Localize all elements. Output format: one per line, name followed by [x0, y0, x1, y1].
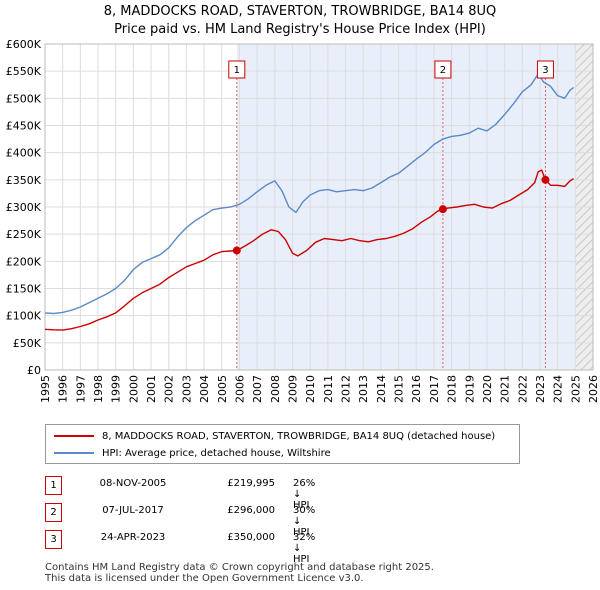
- hpi-line: [44, 73, 575, 315]
- x-tick-label: 2011: [322, 375, 335, 403]
- x-tick-label: 1999: [110, 375, 123, 403]
- sale-hpi-diff: 30% ↓ HPI: [293, 505, 316, 538]
- legend-swatch-hpi: [54, 452, 94, 454]
- x-tick-label: 2006: [233, 375, 246, 403]
- y-tick-label: £100K: [6, 310, 42, 323]
- x-tick-label: 2001: [145, 375, 158, 403]
- sale-label-number: 3: [542, 65, 548, 76]
- x-tick-label: 1996: [57, 375, 70, 403]
- legend-item-hpi: HPI: Average price, detached house, Wilt…: [54, 445, 331, 461]
- x-tick-label: 2026: [587, 375, 600, 403]
- sale-label-box: [434, 60, 452, 79]
- y-tick-label: £50K: [13, 337, 42, 350]
- legend-item-price: 8, MADDOCKS ROAD, STAVERTON, TROWBRIDGE,…: [54, 428, 495, 444]
- x-tick-label: 2005: [216, 375, 229, 403]
- x-tick-label: 2014: [375, 375, 388, 403]
- chart-area: £0 £50K £100K £150K £200K £250K £300K £350K £400…: [6, 38, 600, 403]
- sale-price: £219,995: [227, 478, 275, 489]
- footer-attribution: Contains HM Land Registry data © Crown c…: [45, 562, 434, 584]
- y-tick-label: £400K: [6, 147, 42, 160]
- x-tick-label: 1995: [39, 375, 52, 403]
- sale-date: 08-NOV-2005: [99, 478, 167, 489]
- price-paid-line: [44, 169, 574, 331]
- sale-number-badge: 2: [45, 503, 62, 522]
- sale-price: £296,000: [227, 505, 275, 516]
- x-tick-label: 2010: [304, 375, 317, 403]
- footer-line: This data is licensed under the Open Gov…: [45, 573, 364, 584]
- x-tick-label: 1997: [74, 375, 87, 403]
- sale-label-number: 1: [234, 65, 240, 76]
- sale-number-badge: 1: [45, 476, 62, 495]
- sale-point: [541, 175, 550, 184]
- x-tick-label: 2017: [428, 375, 441, 403]
- y-tick-label: £150K: [6, 283, 42, 296]
- x-tick-label: 2000: [127, 375, 140, 403]
- sale-price: £350,000: [227, 532, 275, 543]
- y-tick-label: £550K: [6, 65, 42, 78]
- sale-date: 24-APR-2023: [100, 532, 166, 543]
- x-tick-label: 2004: [198, 375, 211, 403]
- x-tick-label: 2013: [357, 375, 370, 403]
- x-tick-label: 2007: [251, 375, 264, 403]
- sale-label-number: 2: [440, 65, 446, 76]
- sale-point: [438, 205, 447, 214]
- y-tick-label: £200K: [6, 255, 42, 268]
- x-tick-label: 2020: [481, 375, 494, 403]
- y-tick-label: £250K: [6, 228, 42, 241]
- sale-date: 07-JUL-2017: [102, 505, 164, 516]
- legend-swatch-price: [54, 435, 94, 437]
- sale-point: [232, 246, 241, 255]
- y-tick-label: £600K: [6, 38, 42, 51]
- x-tick-label: 2016: [410, 375, 423, 403]
- legend-label-price: 8, MADDOCKS ROAD, STAVERTON, TROWBRIDGE,…: [102, 430, 496, 442]
- x-tick-label: 2023: [534, 375, 547, 403]
- x-tick-label: 1998: [92, 375, 105, 403]
- x-tick-label: 2019: [463, 375, 476, 403]
- x-tick-label: 2012: [340, 375, 353, 403]
- x-tick-label: 2009: [286, 375, 299, 403]
- y-tick-label: £500K: [6, 92, 42, 105]
- y-tick-label: £450K: [6, 120, 42, 133]
- sale-label-box: [228, 60, 246, 79]
- x-tick-label: 2024: [552, 375, 565, 403]
- legend-label-hpi: HPI: Average price, detached house, Wilt…: [102, 447, 331, 459]
- y-tick-label: £350K: [6, 174, 42, 187]
- sale-number-badge: 3: [45, 530, 62, 549]
- chart-title: 8, MADDOCKS ROAD, STAVERTON, TROWBRIDGE,…: [103, 4, 497, 19]
- x-tick-label: 2022: [516, 375, 529, 403]
- x-tick-label: 2003: [180, 375, 193, 403]
- x-tick-label: 2021: [499, 375, 512, 403]
- x-tick-label: 2008: [269, 375, 282, 403]
- footer-line: Contains HM Land Registry data © Crown c…: [45, 562, 434, 573]
- x-tick-label: 2025: [569, 375, 582, 403]
- x-tick-label: 2002: [163, 375, 176, 403]
- chart-legend: 8, MADDOCKS ROAD, STAVERTON, TROWBRIDGE,…: [45, 424, 520, 464]
- sale-hpi-diff: 26% ↓ HPI: [293, 478, 316, 511]
- plot-border: [44, 43, 594, 371]
- y-tick-label: £300K: [6, 201, 42, 214]
- x-tick-label: 2015: [393, 375, 406, 403]
- x-tick-label: 2018: [446, 375, 459, 403]
- sale-hpi-diff: 32% ↓ HPI: [293, 532, 316, 565]
- chart-subtitle: Price paid vs. HM Land Registry's House …: [114, 22, 486, 37]
- sale-label-box: [536, 60, 554, 79]
- y-tick-label: £0: [27, 364, 41, 377]
